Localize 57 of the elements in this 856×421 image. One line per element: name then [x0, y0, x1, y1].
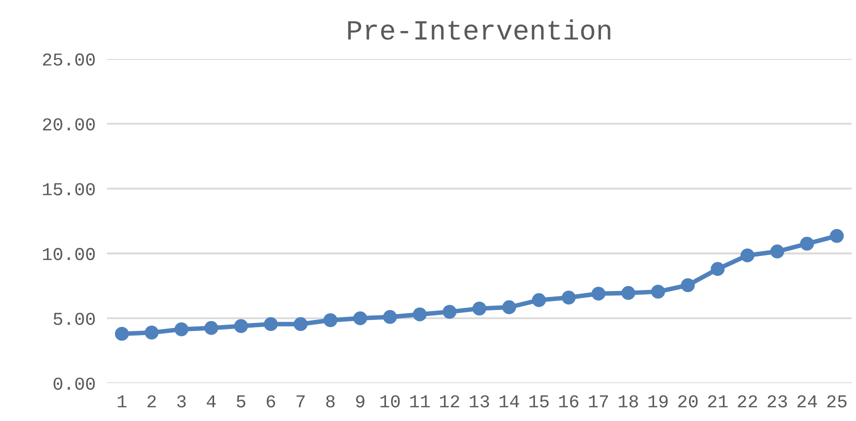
- x-tick-label: 8: [326, 395, 335, 408]
- x-tick-label: 11: [410, 395, 430, 408]
- point: [264, 317, 278, 332]
- x-tick-label: 9: [356, 395, 364, 408]
- x-tick-label: 12: [440, 395, 460, 408]
- x-tick-label: 24: [797, 395, 817, 408]
- point: [442, 304, 457, 319]
- point: [502, 300, 516, 314]
- x-tick-label: 2: [148, 395, 156, 408]
- point: [740, 248, 754, 262]
- x-tick-label: 21: [708, 395, 728, 408]
- x-tick-label: 5: [236, 395, 246, 408]
- x-tick-label: 6: [266, 395, 276, 408]
- point: [323, 313, 338, 328]
- point: [472, 302, 486, 316]
- point: [353, 311, 368, 326]
- point: [294, 317, 308, 332]
- point: [174, 322, 188, 336]
- y-tick-label: 0.00: [54, 378, 95, 390]
- point: [383, 310, 397, 324]
- point: [144, 326, 159, 340]
- x-tick-label: 15: [529, 395, 549, 408]
- x-tick-label: 17: [588, 395, 608, 408]
- y-tick-label: 25.00: [42, 53, 95, 66]
- y-tick-label: 20.00: [42, 118, 95, 130]
- x-tick-label: 25: [827, 395, 847, 408]
- x-tick-label: 20: [678, 395, 698, 408]
- x-tick-label: 23: [768, 395, 787, 408]
- x-tick-label: 10: [380, 395, 400, 408]
- x-tick-label: 7: [296, 395, 305, 408]
- x-tick-label: 19: [648, 395, 668, 408]
- y-tick-label: 5.00: [54, 312, 95, 325]
- x-tick-label: 3: [177, 395, 186, 408]
- x-tick-label: 16: [559, 395, 578, 408]
- x-tick-label: 1: [118, 395, 126, 408]
- x-tick-label: 13: [470, 395, 490, 408]
- point: [800, 236, 814, 251]
- point: [680, 278, 695, 292]
- point: [562, 290, 576, 304]
- x-tick-label: 14: [500, 395, 520, 408]
- point: [234, 319, 248, 333]
- y-tick-label: 10.00: [43, 248, 95, 260]
- point: [710, 262, 725, 276]
- point: [830, 228, 844, 243]
- x-tick-label: 22: [738, 395, 758, 408]
- x-tick-label: 4: [206, 395, 216, 408]
- point: [532, 293, 546, 308]
- point: [114, 326, 129, 341]
- point: [592, 286, 606, 301]
- chart-title: Pre-Intervention: [348, 19, 610, 40]
- point: [621, 286, 636, 300]
- point: [412, 307, 427, 322]
- y-tick-label: 15.00: [43, 183, 95, 196]
- point: [651, 284, 666, 299]
- point: [770, 244, 784, 258]
- x-tick-label: 18: [618, 395, 638, 408]
- point: [204, 321, 218, 335]
